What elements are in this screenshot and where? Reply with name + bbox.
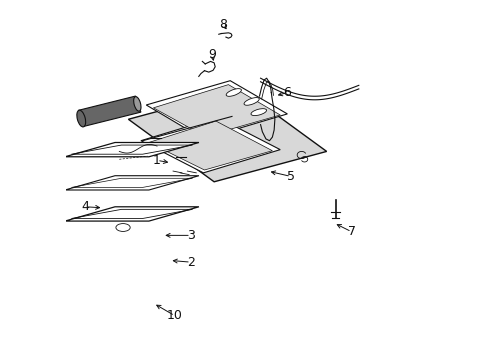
Ellipse shape <box>250 109 266 116</box>
Polygon shape <box>148 121 272 170</box>
Text: 8: 8 <box>219 18 226 31</box>
Ellipse shape <box>133 96 141 111</box>
Ellipse shape <box>226 89 241 96</box>
Text: 7: 7 <box>347 225 355 238</box>
Text: 1: 1 <box>153 154 161 167</box>
Text: 10: 10 <box>166 309 183 322</box>
Polygon shape <box>65 207 199 221</box>
Ellipse shape <box>244 98 259 105</box>
Polygon shape <box>153 85 280 136</box>
Text: 9: 9 <box>208 49 216 62</box>
Text: 5: 5 <box>286 170 294 183</box>
Polygon shape <box>141 117 280 173</box>
Text: 4: 4 <box>81 200 89 213</box>
Polygon shape <box>78 96 141 126</box>
Ellipse shape <box>77 110 85 127</box>
Polygon shape <box>128 89 326 182</box>
Text: 6: 6 <box>283 86 291 99</box>
Polygon shape <box>65 143 199 157</box>
Polygon shape <box>65 176 199 190</box>
Text: 3: 3 <box>186 229 194 242</box>
Text: 2: 2 <box>186 256 194 269</box>
Polygon shape <box>146 81 287 139</box>
Ellipse shape <box>116 224 130 231</box>
